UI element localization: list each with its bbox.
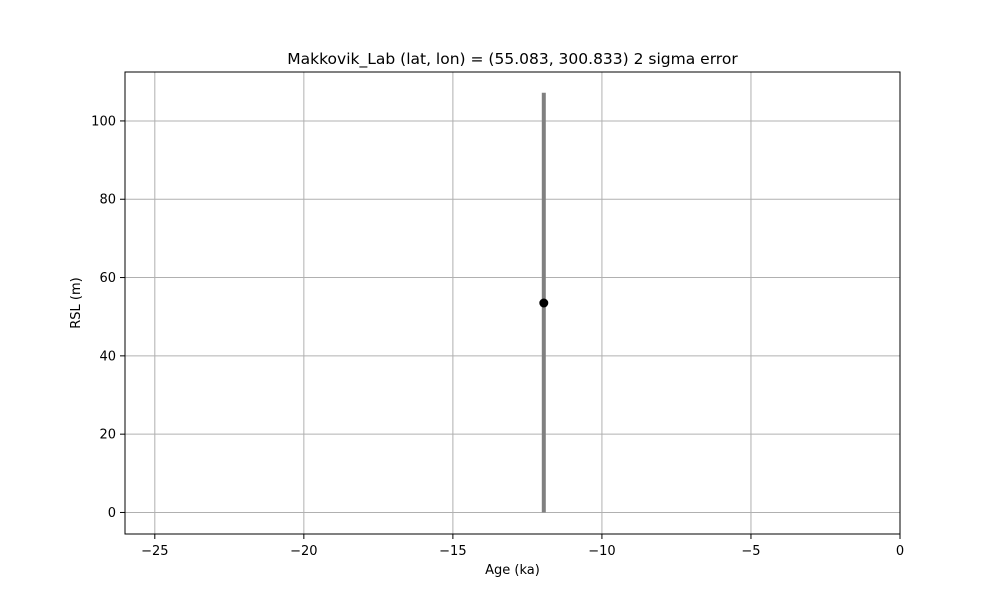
x-tick-label: −25: [141, 544, 168, 559]
y-tick-label: 80: [99, 193, 116, 208]
x-tick-label: −5: [741, 544, 760, 559]
y-tick-label: 60: [99, 271, 116, 286]
tick-layer: −25 −20 −15 −10 −5 0 0 20 40 60 80 100: [91, 114, 904, 559]
x-tick-label: −10: [588, 544, 615, 559]
y-tick-label: 40: [99, 349, 116, 364]
x-tick-label: −20: [290, 544, 317, 559]
data-layer: [539, 92, 549, 513]
data-point: [539, 298, 549, 308]
y-tick-label: 20: [99, 428, 116, 443]
x-tick-label: −15: [439, 544, 466, 559]
y-tick-label: 0: [108, 506, 116, 521]
y-tick-label: 100: [91, 114, 116, 129]
y-axis-label: RSL (m): [69, 277, 84, 328]
x-tick-label: 0: [896, 544, 904, 559]
chart-title: Makkovik_Lab (lat, lon) = (55.083, 300.8…: [287, 50, 738, 69]
axes-frame: [124, 71, 901, 535]
x-axis-label: Age (ka): [485, 563, 540, 578]
